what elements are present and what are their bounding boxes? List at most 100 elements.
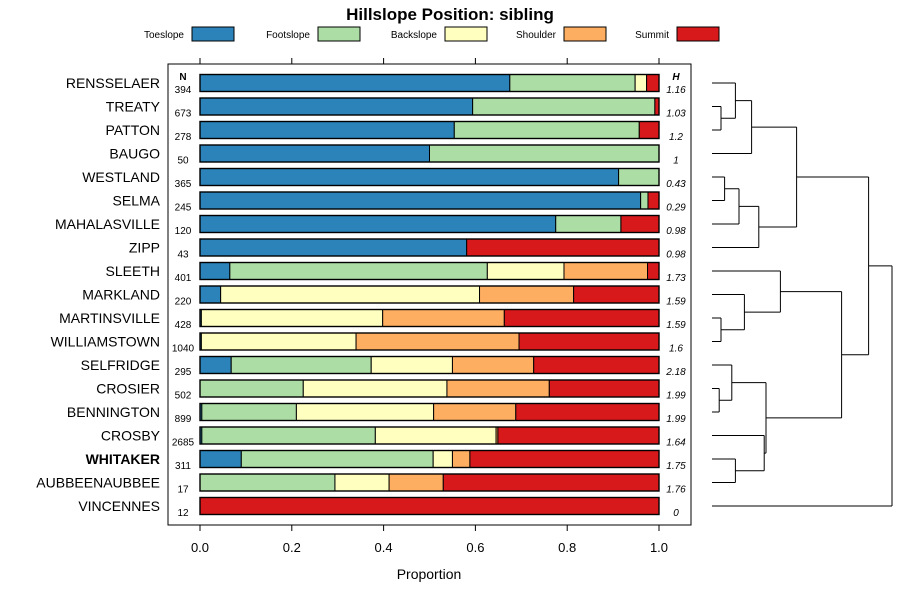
h-value: 1.59 — [666, 320, 686, 331]
n-value: 2685 — [172, 438, 195, 449]
h-value: 1.99 — [666, 414, 686, 425]
category-label: BENNINGTON — [67, 404, 160, 420]
bar-outline — [199, 285, 660, 304]
bar-outline — [199, 214, 660, 234]
h-value: 1.76 — [666, 485, 686, 496]
h-value: 0 — [673, 508, 679, 519]
bar-segment-summit — [518, 332, 660, 351]
bar-outline — [199, 97, 660, 116]
legend-swatch-backslope — [444, 26, 488, 42]
bar-segment-footslope — [509, 74, 636, 92]
bar-area — [199, 73, 660, 516]
category-label: WILLIAMSTOWN — [51, 334, 160, 350]
bar-segment-backslope — [334, 473, 390, 492]
bar-segment-footslope — [472, 97, 656, 116]
bar-segment-toeslope — [199, 215, 557, 233]
bar-segment-shoulder — [479, 285, 575, 304]
bar-outline — [199, 191, 660, 210]
bar-segment-shoulder — [446, 379, 550, 398]
bar-segment-toeslope — [199, 450, 242, 468]
n-value: 401 — [175, 273, 192, 284]
h-value: 1.73 — [666, 273, 686, 284]
category-label: SLEETH — [106, 263, 160, 279]
n-value: 43 — [177, 250, 189, 261]
category-label: PATTON — [106, 122, 160, 138]
bar-segment-toeslope — [199, 74, 511, 92]
category-label: MAHALASVILLE — [55, 216, 160, 232]
bar-outline — [199, 402, 660, 422]
n-value: 1040 — [172, 344, 195, 355]
bar-segment-footslope — [230, 356, 372, 374]
h-value: 1.75 — [666, 461, 686, 472]
bar-segment-summit — [620, 215, 660, 233]
bar-segment-footslope — [199, 473, 336, 492]
bar-segment-summit — [503, 309, 660, 327]
bar-outline — [199, 167, 660, 187]
legend-swatch-toeslope — [191, 26, 235, 42]
n-value: 17 — [177, 485, 189, 496]
category-label: RENSSELAER — [66, 75, 160, 91]
bar-segment-backslope — [302, 379, 448, 398]
category-label: SELFRIDGE — [81, 357, 160, 373]
bar-segment-footslope — [240, 450, 434, 468]
bar-segment-toeslope — [199, 97, 474, 116]
bar-segment-footslope — [453, 121, 640, 139]
n-header: N — [179, 72, 186, 83]
h-value: 1.59 — [666, 297, 686, 308]
bar-segment-shoulder — [563, 262, 649, 280]
n-value: 428 — [175, 320, 192, 331]
bar-outline — [199, 120, 660, 140]
x-axis-label: Proportion — [397, 566, 462, 582]
bar-segment-footslope — [429, 144, 660, 163]
n-value: 365 — [175, 179, 192, 190]
bar-outline — [199, 426, 660, 445]
bar-segment-shoulder — [451, 356, 535, 374]
bar-outline — [199, 308, 660, 328]
dendrogram — [712, 82, 893, 507]
bar-outline — [199, 73, 660, 93]
bar-segment-footslope — [555, 215, 622, 233]
bar-segment-summit — [647, 262, 660, 280]
category-label: WHITAKER — [86, 451, 160, 467]
bar-segment-footslope — [201, 403, 297, 421]
bar-outline — [199, 238, 660, 257]
bar-segment-toeslope — [199, 191, 642, 210]
n-value: 502 — [175, 391, 192, 402]
x-tick-label: 0.0 — [191, 540, 209, 555]
bar-outline — [199, 496, 660, 516]
n-value: 120 — [175, 226, 192, 237]
bar-segment-backslope — [200, 309, 384, 327]
bar-outline — [199, 473, 660, 492]
category-label: MARKLAND — [82, 287, 160, 303]
legend: Toeslope Footslope Backslope Shoulder Summit — [144, 26, 720, 42]
bar-segment-shoulder — [355, 332, 520, 351]
bar-segment-backslope — [432, 450, 453, 468]
bar-segment-footslope — [201, 426, 376, 445]
legend-label-shoulder: Shoulder — [516, 30, 557, 41]
category-label: ZIPP — [129, 240, 160, 256]
bar-segment-backslope — [295, 403, 435, 421]
bar-segment-toeslope — [199, 238, 468, 257]
category-label: CROSIER — [96, 381, 160, 397]
bar-segment-backslope — [220, 285, 481, 304]
bar-segment-summit — [647, 191, 660, 210]
bar-segment-summit — [646, 74, 660, 92]
bar-segment-summit — [497, 426, 660, 445]
bar-segment-shoulder — [382, 309, 505, 327]
bar-segment-toeslope — [199, 144, 430, 163]
h-value: 1.03 — [666, 109, 686, 120]
bar-outline — [199, 379, 660, 398]
legend-swatch-shoulder — [563, 26, 607, 42]
h-value: 1.64 — [666, 438, 686, 449]
bar-segment-backslope — [486, 262, 565, 280]
category-label: AUBBEENAUBBEE — [36, 475, 160, 491]
n-value: 278 — [175, 132, 192, 143]
bar-outline — [199, 355, 660, 375]
bar-segment-toeslope — [199, 168, 620, 186]
h-value: 1.99 — [666, 391, 686, 402]
bar-segment-toeslope — [199, 121, 455, 139]
legend-swatch-summit — [676, 26, 720, 42]
n-value: 673 — [175, 109, 192, 120]
bar-outline — [199, 449, 660, 469]
